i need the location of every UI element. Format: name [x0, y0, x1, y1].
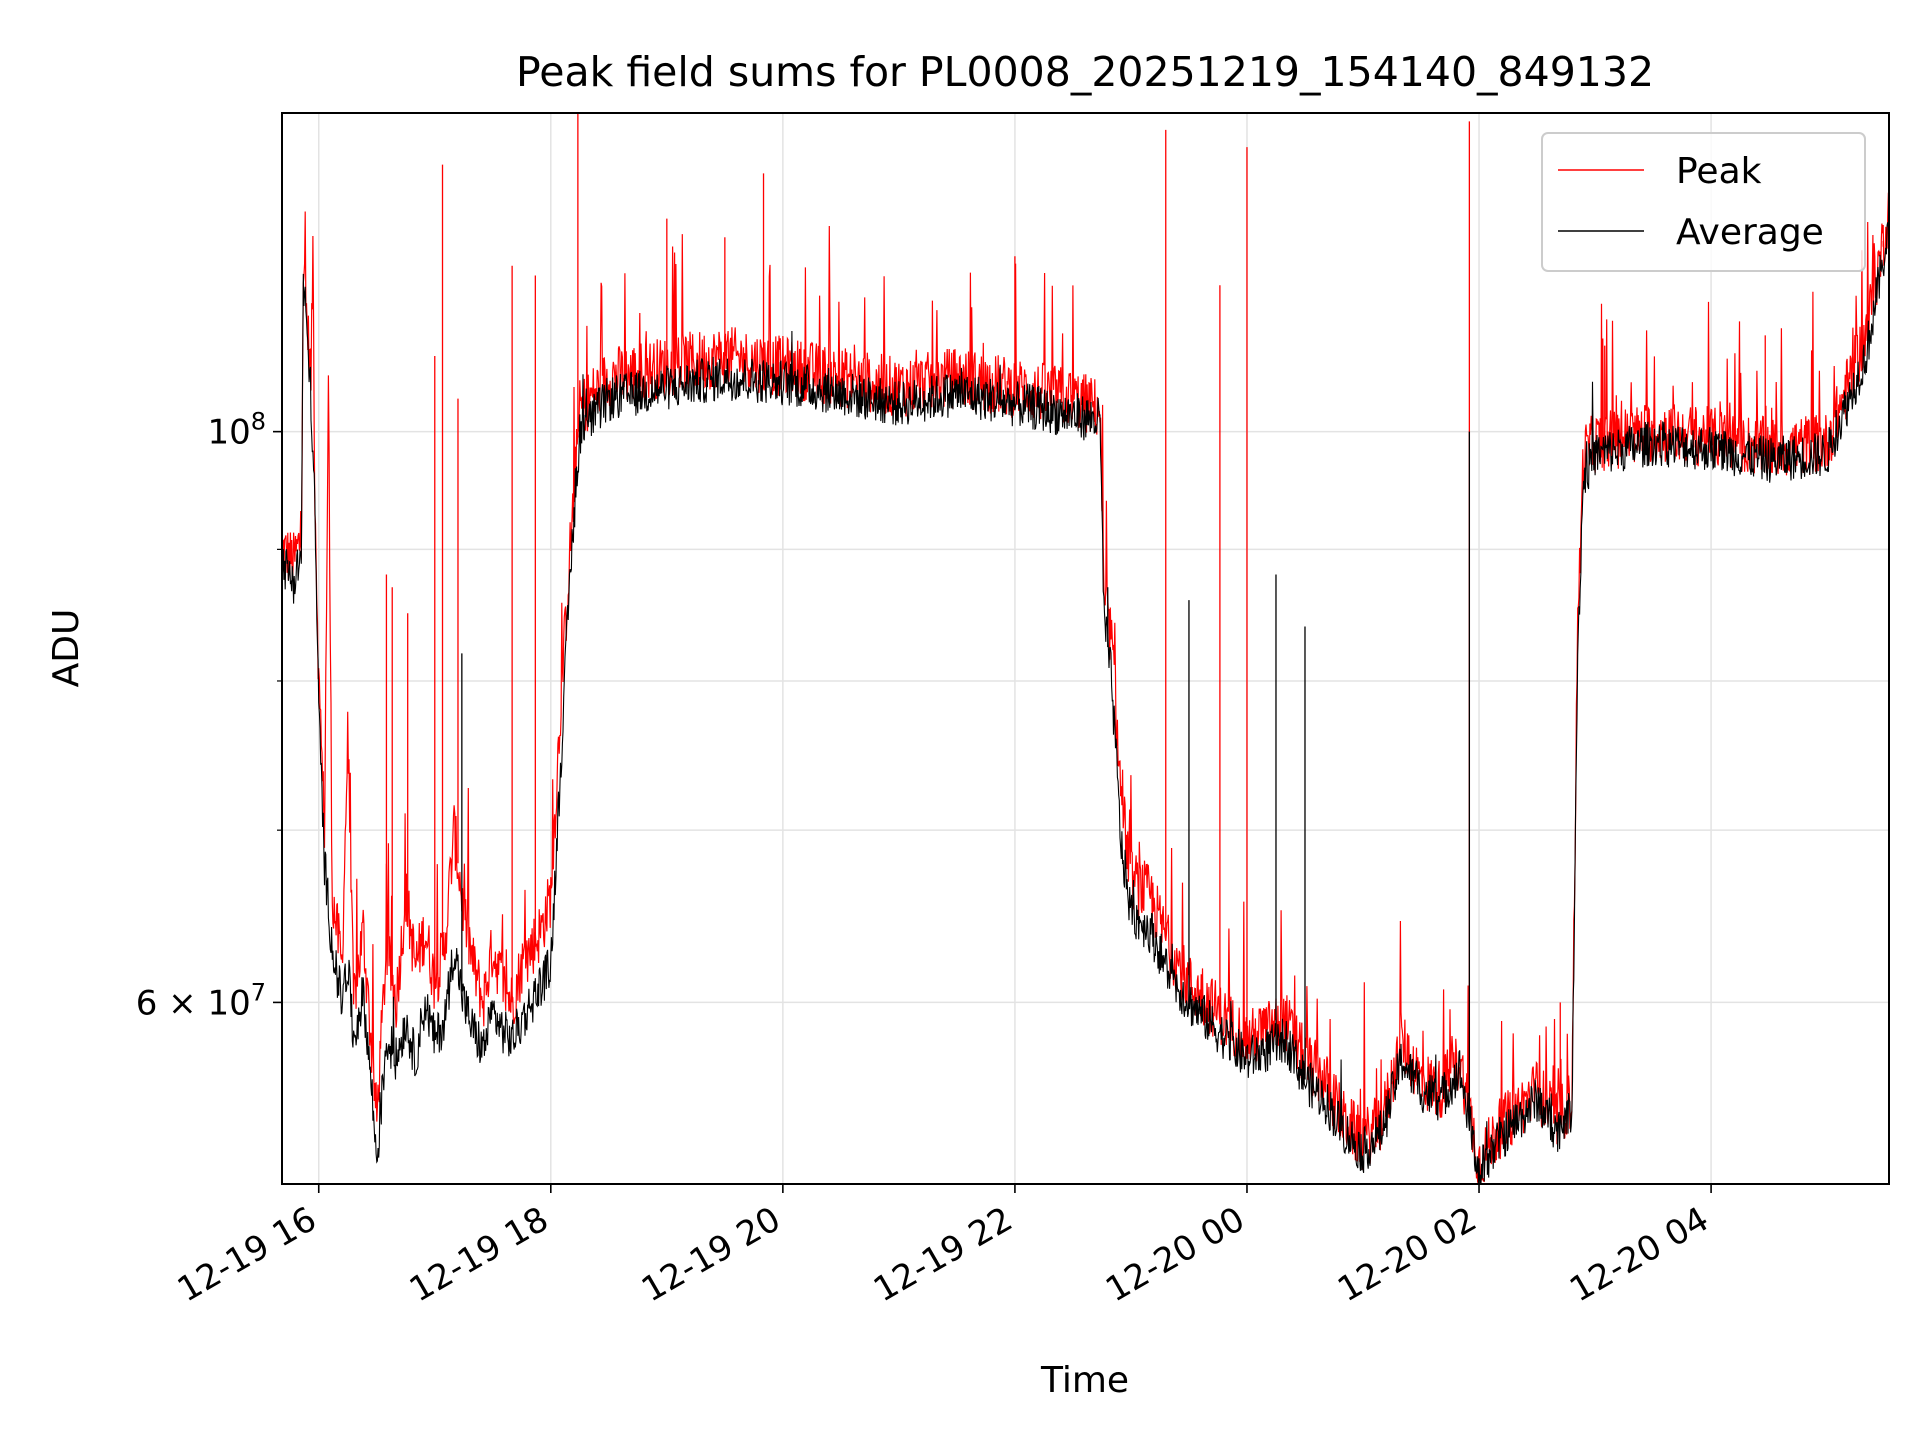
series-line-peak — [281, 192, 1890, 1183]
y-tick-base: 10 — [207, 413, 250, 453]
y-tick-base: 6 × 10 — [136, 983, 251, 1023]
legend-label-peak: Peak — [1676, 151, 1762, 192]
y-axis-label: ADU — [46, 609, 87, 688]
chart-title: Peak field sums for PL0008_20251219_1541… — [516, 48, 1654, 96]
y-tick-label: 108 — [207, 408, 266, 453]
legend: Peak Average — [1541, 132, 1866, 272]
series-layer — [281, 113, 1890, 1185]
grid — [282, 113, 1889, 1184]
x-axis-label: Time — [1040, 1360, 1129, 1401]
y-tick-exponent: 8 — [251, 408, 266, 436]
legend-box — [1541, 132, 1866, 272]
y-tick-exponent: 7 — [251, 978, 266, 1006]
y-tick-label: 6 × 107 — [136, 978, 266, 1023]
plot-frame — [281, 112, 1890, 1185]
legend-label-average: Average — [1676, 212, 1824, 253]
series-line-average — [281, 222, 1890, 1185]
